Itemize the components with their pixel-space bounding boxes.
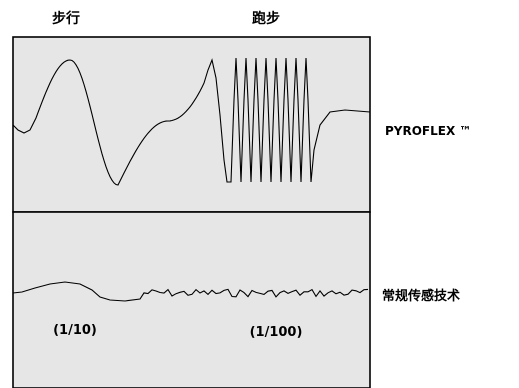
conventional-label: 常规传感技术 [382, 288, 460, 304]
walk-label: 步行 [52, 10, 80, 27]
pyroflex-panel [12, 36, 371, 213]
pyroflex-waveform [12, 57, 371, 186]
walk-ratio-label: (1/10) [53, 323, 97, 338]
conventional-waveform [12, 281, 369, 302]
run-label: 跑步 [252, 10, 280, 27]
conventional-panel [12, 211, 371, 388]
pyroflex-label: PYROFLEX ™ [385, 124, 471, 138]
run-ratio-label: (1/100) [250, 325, 303, 340]
